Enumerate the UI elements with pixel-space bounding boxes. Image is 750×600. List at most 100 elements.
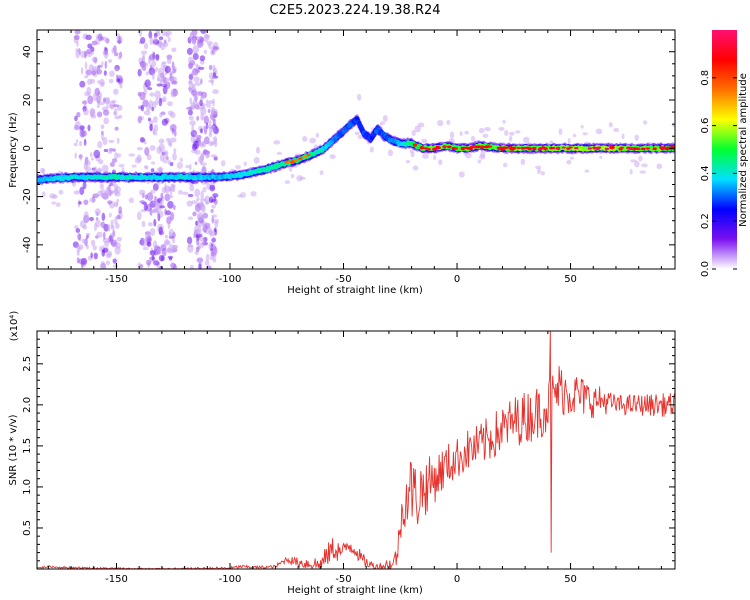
spectrogram-speckle <box>504 130 509 137</box>
spectrogram-speckle <box>210 49 216 56</box>
spectrogram-speckle <box>117 153 122 158</box>
spectrogram-speckle <box>167 159 171 165</box>
spectrogram-speckle <box>106 104 109 109</box>
spectrogram-speckle <box>105 260 111 266</box>
spectrogram-speckle <box>198 43 204 47</box>
spectrogram-speckle <box>149 123 153 132</box>
spectrogram-speckle <box>128 153 136 157</box>
spectrogram-speckle <box>108 78 114 84</box>
spectrogram-speckle <box>165 210 172 216</box>
spectrogram-speckle <box>198 263 202 269</box>
spectrogram-speckle <box>114 216 118 225</box>
spectrogram-speckle <box>160 192 164 200</box>
spectrogram-speckle <box>437 119 444 127</box>
spectrogram-speckle <box>75 49 80 59</box>
spectrogram-speckle <box>211 229 216 237</box>
spectrogram-speckle <box>116 214 121 220</box>
spectrogram-x-tick-label: -150 <box>105 274 128 285</box>
spectrogram-ridge-cell <box>453 147 459 150</box>
spectrogram-speckle <box>103 148 109 153</box>
spectrogram-speckle <box>139 264 144 269</box>
spectrogram-speckle <box>150 189 156 194</box>
spectrogram-speckle <box>152 100 157 109</box>
snr-y-tick-label: 0.5 <box>22 520 33 536</box>
spectrogram-speckle <box>97 80 101 84</box>
spectrogram-speckle <box>290 173 295 179</box>
spectrogram-speckle <box>102 136 108 146</box>
spectrogram-y-tick-label: -20 <box>22 188 33 204</box>
spectrogram-ridge-cell <box>298 157 303 160</box>
spectrogram-speckle <box>209 247 214 252</box>
spectrogram-speckle <box>153 260 160 266</box>
spectrogram-speckle <box>144 194 148 200</box>
spectrogram-speckle <box>86 86 92 96</box>
spectrogram-speckle <box>638 155 643 162</box>
spectrogram-speckle <box>315 132 320 138</box>
spectrogram-speckle <box>103 49 109 59</box>
spectrogram-speckle <box>171 47 177 52</box>
spectrogram-speckle <box>470 135 476 142</box>
spectrogram-speckle <box>188 78 193 88</box>
spectrogram-speckle <box>558 128 563 136</box>
spectrogram-speckle <box>144 231 151 239</box>
spectrogram-speckle <box>477 159 482 164</box>
spectrogram-speckle <box>202 186 207 193</box>
spectrogram-speckle <box>170 211 175 221</box>
spectrogram-speckle <box>83 199 89 205</box>
spectrogram-speckle <box>164 77 171 82</box>
spectrogram-speckle <box>421 153 429 159</box>
spectrogram-speckle <box>149 92 155 97</box>
snr-y-axis-label: SNR (10 * v/v) <box>8 414 19 485</box>
spectrogram-speckle <box>114 186 121 194</box>
spectrogram-speckle <box>118 206 123 214</box>
snr-x-tick-label: 0 <box>454 574 460 585</box>
spectrogram-speckle <box>207 266 211 269</box>
spectrogram-speckle <box>112 258 117 264</box>
spectrogram-speckle <box>148 30 153 39</box>
spectrogram-speckle <box>150 168 155 173</box>
spectrogram-speckle <box>172 152 177 161</box>
spectrogram-speckle <box>109 103 114 109</box>
spectrogram-speckle <box>211 214 218 218</box>
spectrogram-speckle <box>102 231 106 240</box>
spectrogram-speckle <box>89 216 94 222</box>
spectrogram-ridge-cell <box>629 146 635 151</box>
spectrogram-speckle <box>137 115 142 124</box>
spectrogram-speckle <box>188 62 193 70</box>
spectrogram-speckle <box>199 99 203 107</box>
spectrogram-speckle <box>410 151 415 158</box>
spectrogram-x-tick-label: -100 <box>219 274 242 285</box>
spectrogram-ridge-cell <box>502 146 507 150</box>
spectrogram-speckle <box>478 127 485 134</box>
spectrogram-speckle <box>55 202 61 207</box>
spectrogram-speckle <box>74 30 81 35</box>
spectrogram-speckle <box>194 82 202 86</box>
spectrogram-speckle <box>154 90 161 100</box>
spectrogram-speckle <box>90 78 96 84</box>
spectrogram-speckle <box>155 67 159 72</box>
colorbar-tick-label: 0.2 <box>700 213 711 229</box>
spectrogram-speckle <box>158 36 164 41</box>
spectrogram-speckle <box>191 200 198 205</box>
spectrogram-speckle <box>208 43 211 50</box>
spectrogram-speckle <box>196 237 199 246</box>
spectrogram-speckle <box>161 118 168 126</box>
spectrogram-speckle <box>188 163 192 171</box>
spectrogram-speckle <box>188 56 194 64</box>
spectrogram-speckle <box>112 264 119 268</box>
spectrogram-speckle <box>201 167 206 175</box>
spectrogram-speckle <box>101 164 109 173</box>
spectrogram-speckle <box>138 30 143 37</box>
spectrogram-speckle <box>81 238 86 244</box>
spectrogram-speckle <box>200 153 204 160</box>
spectrogram-speckle <box>111 158 118 163</box>
spectrogram-ridge-cell <box>293 159 299 162</box>
spectrogram-speckle <box>194 188 201 198</box>
spectrogram-speckle <box>167 221 171 230</box>
spectrogram-speckle <box>170 88 178 97</box>
spectrogram-speckle <box>168 244 175 254</box>
spectrogram-speckle <box>131 164 137 168</box>
spectrogram-speckle <box>204 260 210 266</box>
spectrogram-speckle <box>199 198 207 202</box>
spectrogram-speckle <box>203 49 208 55</box>
